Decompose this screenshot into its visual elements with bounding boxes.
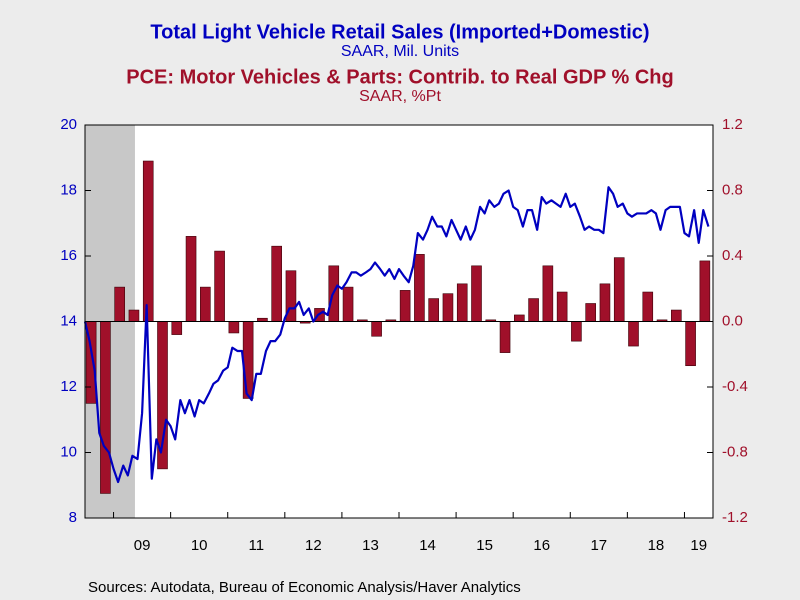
y-tick-label: 16	[60, 247, 77, 264]
bar	[499, 321, 511, 353]
x-tick-label: 16	[533, 537, 550, 554]
bar	[428, 298, 439, 322]
x-tick-label: 14	[419, 537, 436, 554]
y-tick-label: 12	[60, 378, 77, 395]
bar	[271, 245, 282, 322]
series-title: Total Light Vehicle Retail Sales (Import…	[150, 21, 649, 43]
y2-tick-label: 1.2	[722, 116, 743, 133]
bar	[528, 298, 539, 322]
x-tick-label: 12	[305, 537, 322, 554]
bar	[414, 254, 425, 322]
bar	[642, 291, 654, 322]
y-tick-label: 18	[60, 181, 77, 198]
y-tick-label: 10	[60, 443, 77, 460]
y2-tick-label: 0.8	[722, 181, 743, 198]
y2-tick-label: 0.0	[722, 312, 743, 329]
bar	[671, 309, 682, 322]
bar	[128, 309, 140, 322]
bar	[613, 257, 625, 322]
bar	[571, 321, 582, 342]
bar	[585, 303, 596, 322]
bar	[114, 286, 125, 322]
bar	[628, 321, 639, 347]
bar	[456, 283, 468, 322]
bar	[100, 321, 111, 494]
bar	[399, 290, 411, 322]
x-tick-label: 17	[590, 537, 607, 554]
bar	[242, 321, 254, 399]
x-tick-label: 09	[134, 537, 151, 554]
bar	[142, 160, 154, 322]
y2-tick-label: -0.4	[722, 378, 748, 395]
y-tick-label: 20	[60, 116, 77, 133]
series-unit: SAAR, %Pt	[359, 88, 441, 105]
bar	[542, 265, 554, 322]
bar	[171, 321, 183, 335]
bar	[200, 286, 211, 322]
y-tick-label: 8	[69, 509, 77, 526]
series-title: PCE: Motor Vehicles & Parts: Contrib. to…	[126, 66, 674, 88]
bar	[442, 293, 454, 322]
bar	[228, 321, 240, 334]
plot	[83, 125, 713, 518]
bar	[214, 250, 225, 322]
bar	[514, 314, 525, 322]
y2-tick-label: 0.4	[722, 247, 743, 264]
y2-tick-label: -0.8	[722, 443, 748, 460]
x-tick-label: 11	[248, 537, 264, 554]
bar	[685, 321, 696, 367]
x-tick-label: 10	[191, 537, 208, 554]
bar	[185, 236, 197, 322]
bar	[699, 260, 711, 322]
y-tick-label: 14	[60, 312, 77, 329]
y2-tick-label: -1.2	[722, 509, 748, 526]
x-tick-label: 13	[362, 537, 379, 554]
source-note: Sources: Autodata, Bureau of Economic An…	[88, 579, 521, 596]
x-tick-label: 15	[476, 537, 493, 554]
line-series	[83, 186, 710, 484]
bar	[371, 321, 382, 337]
bar	[471, 265, 482, 322]
series-unit: SAAR, Mil. Units	[341, 43, 459, 60]
bar	[556, 291, 568, 322]
x-tick-label: 18	[648, 537, 665, 554]
bar	[599, 283, 611, 322]
bar	[342, 286, 354, 322]
x-tick-label: 19	[690, 537, 707, 554]
